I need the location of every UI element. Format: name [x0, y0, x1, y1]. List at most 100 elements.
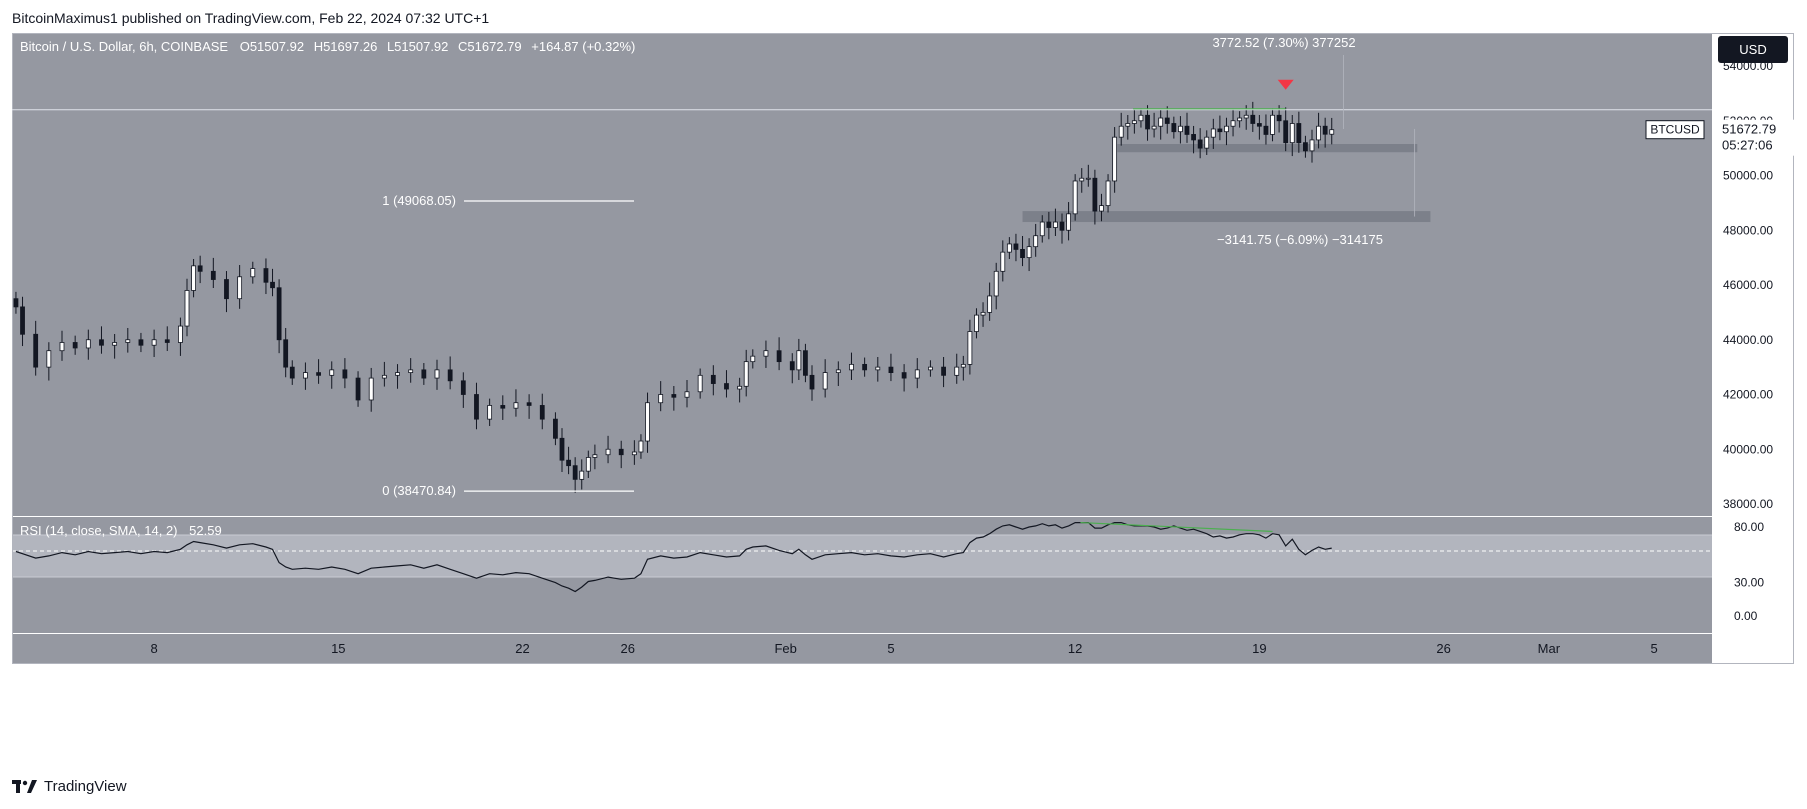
candle-up: [697, 374, 703, 393]
low-label: L: [387, 39, 394, 54]
currency-button[interactable]: USD: [1718, 36, 1788, 63]
candle-up: [1237, 117, 1243, 122]
candle-up: [303, 372, 308, 379]
candle-up: [1118, 125, 1124, 138]
tradingview-footer[interactable]: TradingView: [12, 778, 127, 795]
candle-up: [368, 377, 374, 401]
candle-up: [737, 385, 743, 390]
candle-down: [263, 268, 269, 283]
candle-up: [743, 361, 749, 387]
candle-down: [1283, 120, 1289, 144]
candle-down: [539, 405, 545, 420]
candle-up: [1039, 221, 1045, 237]
candle-down: [138, 339, 144, 346]
rsi-series-line: [15, 522, 1332, 593]
candle-up: [928, 366, 933, 371]
candle-up: [835, 369, 841, 373]
candle-down: [99, 339, 104, 346]
price-tag-symbol: BTCUSD: [1650, 123, 1700, 137]
candle-up: [1072, 180, 1078, 215]
candle-up: [585, 457, 591, 472]
candle-up: [974, 314, 979, 332]
candle-down: [526, 402, 532, 406]
candle-down: [447, 369, 453, 382]
candle-down: [197, 265, 203, 272]
candle-up: [395, 372, 400, 376]
price-chart[interactable]: 38000.00 40000.00 42000.00 44000.00 46000.00…: [12, 33, 1794, 764]
candle-down: [500, 405, 506, 409]
rsi-tick-label: 0.00: [1734, 609, 1758, 623]
candle-down: [1276, 114, 1282, 122]
candle-up: [178, 325, 183, 343]
candle-up: [605, 448, 611, 456]
candle-down: [809, 374, 815, 390]
measure-down-label: −3141.75 (−6.09%) −314175: [1217, 232, 1383, 247]
candle-down: [1303, 142, 1308, 152]
price-tag-value: 51672.79: [1722, 122, 1776, 137]
candle-down: [33, 333, 39, 368]
price-tick-label: 44000.00: [1723, 333, 1773, 347]
candle-down: [1322, 125, 1328, 135]
support-zone-lower: [1022, 211, 1431, 223]
candle-down: [803, 350, 808, 376]
candle-up: [1079, 177, 1085, 182]
candle-up: [750, 355, 756, 363]
candle-up: [1158, 117, 1164, 127]
candle-up: [645, 402, 650, 442]
symbol-title: Bitcoin / U.S. Dollar, 6h, COINBASE: [20, 39, 228, 54]
currency-button-label[interactable]: USD: [1739, 42, 1766, 57]
candle-up: [1289, 123, 1295, 144]
candle-up: [1210, 128, 1216, 138]
price-tick-label: 38000.00: [1723, 497, 1773, 511]
price-tick-label: 42000.00: [1723, 388, 1773, 402]
candle-up: [1224, 125, 1229, 133]
candle-up: [237, 276, 243, 300]
candle-down: [888, 366, 894, 373]
last-price-tag: BTCUSD 51672.79 05:27:06: [1645, 119, 1794, 156]
candle-down: [460, 380, 466, 395]
publisher-header: BitcoinMaximus1 published on TradingView…: [12, 10, 490, 26]
candle-up: [85, 339, 91, 349]
candle-down: [1013, 243, 1019, 250]
candle-down: [355, 377, 361, 401]
price-tick-label: 48000.00: [1723, 223, 1773, 237]
candle-up: [1000, 251, 1006, 272]
candle-up: [822, 372, 828, 390]
candle-up: [513, 402, 519, 409]
candle-up: [1033, 235, 1039, 248]
candle-up: [1053, 221, 1058, 228]
candle-up: [1099, 205, 1104, 212]
low-value: 51507.92: [394, 39, 448, 54]
tradingview-logo-icon: [12, 779, 37, 793]
tradingview-brand: TradingView: [44, 778, 127, 795]
candle-down: [776, 350, 782, 363]
candle-up: [1138, 114, 1144, 122]
candle-up: [993, 270, 999, 297]
candle-down: [1250, 114, 1256, 124]
candle-down: [72, 342, 78, 349]
candle-down: [1145, 114, 1150, 130]
candle-up: [1316, 125, 1321, 141]
candle-down: [224, 279, 229, 300]
candle-up: [592, 454, 598, 458]
time-tick-label: 5: [1650, 641, 1657, 656]
price-tick-label: 50000.00: [1723, 169, 1773, 183]
candle-down: [210, 270, 216, 280]
candle-down: [724, 383, 729, 390]
candle-down: [1296, 123, 1302, 144]
candle-down: [572, 465, 578, 480]
candle-up: [125, 339, 131, 343]
candle-up: [184, 290, 190, 327]
candle-up: [1105, 180, 1111, 207]
candle-up: [112, 342, 118, 346]
candle-down: [618, 448, 624, 456]
candle-up: [1006, 243, 1012, 253]
candle-up: [1270, 114, 1275, 135]
candle-up: [954, 366, 960, 376]
time-axis-ticks: 8 15 22 26 Feb 5 12 19 26 Mar 5: [150, 641, 1657, 656]
candle-down: [164, 339, 170, 343]
rsi-band: [12, 535, 1712, 577]
candle-up: [1243, 114, 1249, 119]
price-tick-label: 40000.00: [1723, 442, 1773, 456]
time-tick-label: 12: [1068, 641, 1082, 656]
